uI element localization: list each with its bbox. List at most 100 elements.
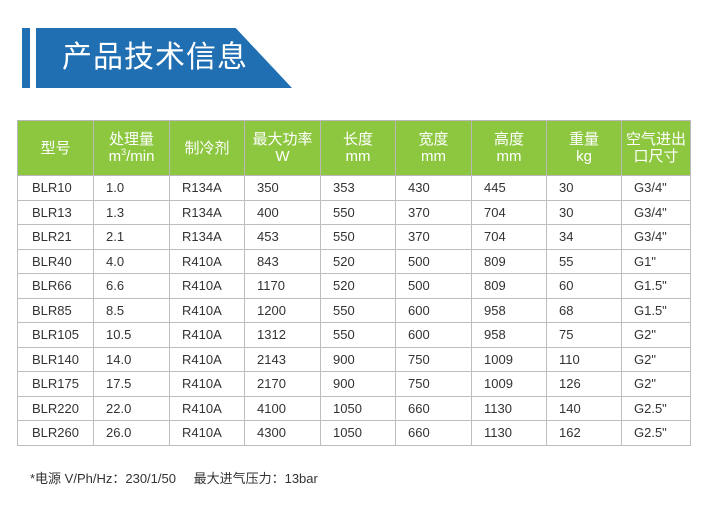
- cell-capacity: 1.3: [93, 199, 170, 225]
- cell-capacity: 1.0: [93, 175, 170, 201]
- cell-width: 660: [395, 395, 472, 421]
- cell-width: 500: [395, 273, 472, 299]
- cell-model: BLR175: [17, 371, 94, 397]
- cell-length: 550: [320, 224, 396, 250]
- col-header-length: 长度 mm: [320, 120, 396, 176]
- cell-height: 704: [471, 224, 547, 250]
- col-header-air-port: 空气进出 口尺寸: [621, 120, 691, 176]
- header-accent-bar: [22, 28, 30, 88]
- cell-width: 370: [395, 199, 472, 225]
- table-row: BLR140 14.0 R410A 2143 900 750 1009 110 G2": [17, 346, 691, 372]
- cell-refrigerant: R410A: [169, 248, 245, 274]
- cell-air-port: G2": [621, 322, 691, 348]
- cell-model: BLR13: [17, 199, 94, 225]
- cell-weight: 140: [546, 395, 622, 421]
- table-row: BLR85 8.5 R410A 1200 550 600 958 68 G1.5": [17, 297, 691, 323]
- cell-max-power: 453: [244, 224, 321, 250]
- cell-model: BLR21: [17, 224, 94, 250]
- col-header-width: 宽度 mm: [395, 120, 472, 176]
- cell-max-power: 843: [244, 248, 321, 274]
- cell-height: 958: [471, 322, 547, 348]
- cell-air-port: G2": [621, 346, 691, 372]
- cell-model: BLR10: [17, 175, 94, 201]
- cell-refrigerant: R134A: [169, 224, 245, 250]
- cell-max-power: 2143: [244, 346, 321, 372]
- cell-capacity: 17.5: [93, 371, 170, 397]
- col-header-weight: 重量 kg: [546, 120, 622, 176]
- table-header-row: 型号 处理量 m3/min 制冷剂 最大功率 W 长度 mm: [17, 120, 691, 176]
- section-header: 产品技术信息: [22, 28, 292, 88]
- cell-refrigerant: R410A: [169, 346, 245, 372]
- cell-air-port: G2": [621, 371, 691, 397]
- cell-capacity: 14.0: [93, 346, 170, 372]
- cell-air-port: G3/4": [621, 199, 691, 225]
- cell-model: BLR85: [17, 297, 94, 323]
- cell-weight: 68: [546, 297, 622, 323]
- cell-length: 900: [320, 371, 396, 397]
- table-row: BLR13 1.3 R134A 400 550 370 704 30 G3/4": [17, 199, 691, 225]
- cell-length: 1050: [320, 420, 396, 446]
- cell-weight: 30: [546, 175, 622, 201]
- section-title: 产品技术信息: [62, 40, 248, 75]
- cell-refrigerant: R134A: [169, 175, 245, 201]
- cell-weight: 126: [546, 371, 622, 397]
- cell-air-port: G2.5": [621, 395, 691, 421]
- cell-model: BLR40: [17, 248, 94, 274]
- cell-max-power: 4100: [244, 395, 321, 421]
- cell-height: 1009: [471, 371, 547, 397]
- cell-max-power: 350: [244, 175, 321, 201]
- cell-height: 1130: [471, 395, 547, 421]
- cell-height: 1009: [471, 346, 547, 372]
- cell-max-power: 400: [244, 199, 321, 225]
- cell-length: 520: [320, 248, 396, 274]
- cell-air-port: G1": [621, 248, 691, 274]
- footnote: *电源 V/Ph/Hz：230/1/50 最大进气压力：13bar: [30, 468, 318, 487]
- table-row: BLR10 1.0 R134A 350 353 430 445 30 G3/4": [17, 175, 691, 201]
- cell-length: 520: [320, 273, 396, 299]
- cell-refrigerant: R410A: [169, 322, 245, 348]
- cell-capacity: 8.5: [93, 297, 170, 323]
- cell-capacity: 2.1: [93, 224, 170, 250]
- cell-weight: 55: [546, 248, 622, 274]
- cell-width: 750: [395, 371, 472, 397]
- cell-max-power: 1312: [244, 322, 321, 348]
- cell-refrigerant: R410A: [169, 395, 245, 421]
- cell-model: BLR105: [17, 322, 94, 348]
- cell-height: 445: [471, 175, 547, 201]
- cell-capacity: 6.6: [93, 273, 170, 299]
- cell-width: 660: [395, 420, 472, 446]
- cell-height: 809: [471, 273, 547, 299]
- cell-model: BLR220: [17, 395, 94, 421]
- cell-width: 750: [395, 346, 472, 372]
- cell-length: 1050: [320, 395, 396, 421]
- table-body: BLR10 1.0 R134A 350 353 430 445 30 G3/4" BLR13 1.3…: [17, 175, 691, 446]
- cell-length: 550: [320, 297, 396, 323]
- cell-refrigerant: R410A: [169, 297, 245, 323]
- cell-model: BLR66: [17, 273, 94, 299]
- cell-capacity: 22.0: [93, 395, 170, 421]
- cell-max-power: 1200: [244, 297, 321, 323]
- cell-model: BLR260: [17, 420, 94, 446]
- cell-model: BLR140: [17, 346, 94, 372]
- table-row: BLR220 22.0 R410A 4100 1050 660 1130 140 G2.5": [17, 395, 691, 421]
- cell-weight: 75: [546, 322, 622, 348]
- cell-air-port: G1.5": [621, 297, 691, 323]
- cell-refrigerant: R134A: [169, 199, 245, 225]
- cell-max-power: 4300: [244, 420, 321, 446]
- table-row: BLR175 17.5 R410A 2170 900 750 1009 126 G2": [17, 371, 691, 397]
- cell-refrigerant: R410A: [169, 420, 245, 446]
- table-row: BLR66 6.6 R410A 1170 520 500 809 60 G1.5": [17, 273, 691, 299]
- cell-weight: 162: [546, 420, 622, 446]
- footnote-pressure: 最大进气压力：13bar: [193, 471, 318, 486]
- col-header-model: 型号: [17, 120, 94, 176]
- cell-air-port: G3/4": [621, 175, 691, 201]
- cell-weight: 30: [546, 199, 622, 225]
- cell-capacity: 4.0: [93, 248, 170, 274]
- footnote-power: *电源 V/Ph/Hz：230/1/50: [30, 471, 176, 486]
- col-header-refrigerant: 制冷剂: [169, 120, 245, 176]
- cell-width: 370: [395, 224, 472, 250]
- cell-height: 958: [471, 297, 547, 323]
- cell-weight: 110: [546, 346, 622, 372]
- cell-weight: 34: [546, 224, 622, 250]
